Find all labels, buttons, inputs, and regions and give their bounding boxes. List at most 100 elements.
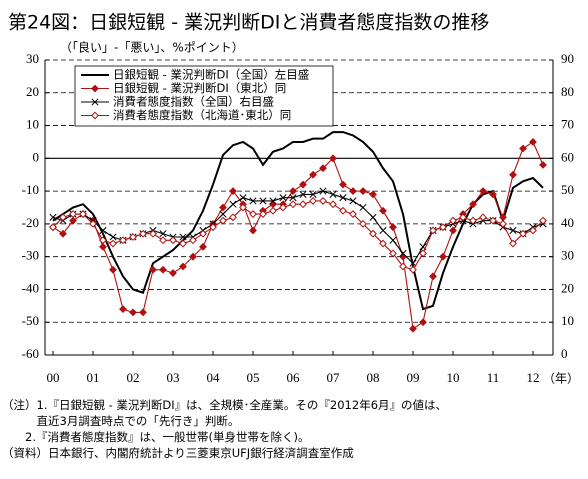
marker	[429, 272, 437, 281]
marker	[469, 200, 477, 209]
marker	[329, 190, 337, 198]
y-tick-label: -20	[22, 215, 39, 230]
marker	[159, 265, 167, 274]
marker	[69, 216, 77, 225]
marker	[179, 233, 187, 241]
x-axis-label: （年）	[543, 372, 579, 386]
line	[52, 131, 544, 311]
y-tick-label: 0	[33, 149, 40, 164]
chart-subtitle: （「良い」-「悪い」、%ポイント）	[60, 40, 244, 55]
marker	[409, 265, 417, 274]
marker	[319, 187, 327, 195]
marker	[439, 223, 447, 232]
marker	[329, 200, 337, 209]
marker	[109, 265, 117, 274]
y2-tick-label: 90	[561, 51, 574, 66]
note-line: 直近3月調査時点での「先行き」判断。	[2, 414, 240, 428]
legend-label: 日銀短観 - 業況判断DI（全国）左目盛	[113, 68, 309, 82]
marker	[529, 138, 537, 146]
marker	[189, 236, 197, 245]
marker	[489, 190, 497, 199]
marker	[91, 84, 99, 93]
marker	[429, 226, 437, 235]
marker	[459, 213, 467, 222]
marker	[489, 216, 497, 225]
marker	[469, 216, 477, 225]
x-tick-label: 06	[287, 370, 301, 385]
marker	[119, 236, 127, 245]
marker	[389, 236, 397, 244]
marker	[69, 210, 77, 218]
marker	[189, 252, 197, 261]
marker	[49, 213, 57, 221]
marker	[219, 216, 227, 225]
marker	[169, 269, 177, 277]
marker	[519, 229, 527, 238]
marker	[439, 252, 447, 261]
marker	[139, 308, 147, 317]
y-tick-label: 30	[26, 51, 39, 66]
marker	[199, 229, 207, 238]
marker	[449, 226, 457, 235]
marker	[229, 213, 237, 222]
marker	[249, 226, 257, 235]
marker	[509, 226, 517, 234]
x-tick-label: 02	[127, 370, 140, 385]
marker	[169, 236, 177, 245]
legend-label: 日銀短観 - 業況判断DI（東北）同	[113, 81, 286, 95]
marker	[159, 230, 167, 238]
marker	[339, 206, 347, 215]
marker	[119, 305, 127, 314]
line	[52, 141, 544, 330]
marker	[379, 239, 387, 248]
marker	[519, 144, 527, 153]
marker	[279, 203, 287, 212]
marker	[279, 194, 287, 202]
marker	[289, 194, 297, 202]
notes: （注）1.『日銀短観 - 業況判断DI』は、全規模･全産業。その『2012年6月…	[2, 397, 447, 461]
marker	[419, 318, 427, 327]
marker	[149, 265, 157, 274]
legend-label: 消費者態度指数（全国）右目盛	[113, 95, 274, 109]
marker	[539, 216, 547, 225]
marker	[259, 210, 267, 218]
marker	[239, 203, 247, 212]
marker	[309, 197, 317, 205]
y2-tick-label: 70	[561, 117, 574, 132]
marker	[229, 200, 237, 208]
marker	[109, 233, 117, 241]
marker	[399, 249, 407, 257]
x-tick-label: 00	[47, 370, 60, 385]
marker	[359, 219, 367, 228]
line	[52, 190, 544, 265]
marker	[289, 187, 297, 196]
marker	[79, 210, 87, 218]
marker	[349, 187, 357, 196]
marker	[91, 111, 99, 120]
marker	[379, 206, 387, 215]
y-tick-label: -60	[22, 346, 39, 361]
marker	[199, 242, 207, 251]
note-line: 2.『消費者態度指数』は、一般世帯(単身世帯を除く)。	[2, 430, 310, 444]
marker	[129, 233, 137, 241]
legend-box	[74, 65, 334, 127]
marker	[209, 223, 217, 232]
marker	[179, 239, 187, 248]
marker	[299, 200, 307, 209]
marker	[349, 210, 357, 218]
marker	[249, 197, 257, 205]
note-line: （注）1.『日銀短観 - 業況判断DI』は、全規模･全産業。その『2012年6月…	[2, 398, 448, 412]
marker	[129, 308, 137, 317]
marker	[49, 223, 57, 232]
y2-tick-label: 40	[561, 215, 574, 230]
marker	[479, 213, 487, 222]
marker	[509, 239, 517, 248]
marker	[479, 187, 487, 196]
marker	[399, 262, 407, 271]
marker	[379, 226, 387, 234]
marker	[419, 249, 427, 258]
marker	[529, 226, 537, 235]
x-tick-label: 04	[207, 370, 221, 385]
marker	[509, 170, 517, 179]
